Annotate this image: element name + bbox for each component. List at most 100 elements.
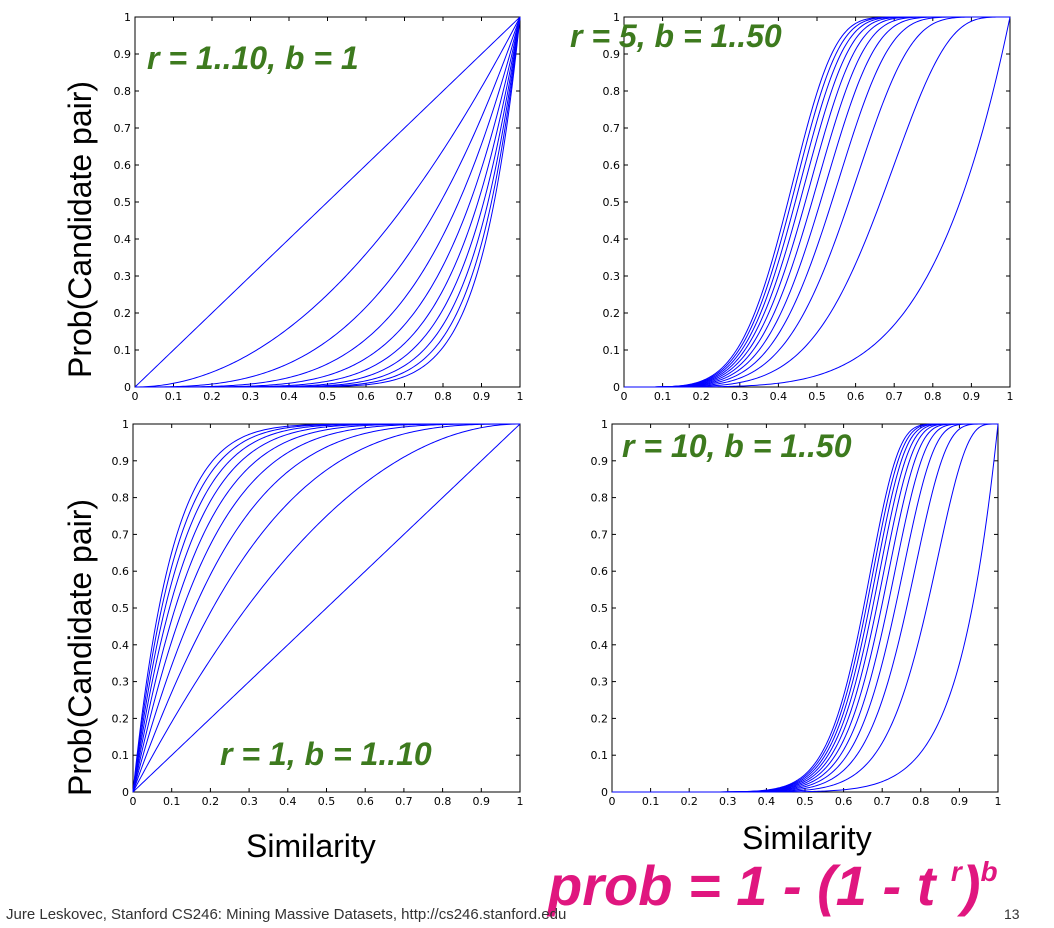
y-tick-label: 0.2 [591, 712, 609, 725]
y-tick-label: 0.5 [603, 196, 621, 209]
y-tick-label: 0.3 [603, 270, 621, 283]
x-tick-label: 0.2 [203, 390, 221, 403]
y-tick-label: 0.4 [114, 233, 132, 246]
series-line-9 [612, 423, 998, 793]
x-tick-label: 1 [517, 390, 524, 403]
x-tick-label: 0.6 [847, 390, 865, 403]
y-tick-label: 0.3 [114, 270, 132, 283]
x-tick-label: 0.3 [240, 795, 258, 808]
x-tick-label: 0.4 [770, 390, 788, 403]
formula: prob = 1 - (1 - t r)b [548, 858, 998, 914]
x-tick-label: 0 [609, 795, 616, 808]
x-tick-label: 0.2 [680, 795, 698, 808]
series-line-1 [132, 423, 521, 793]
x-tick-label: 0.5 [808, 390, 826, 403]
series-line-9 [132, 423, 520, 793]
y-tick-label: 0 [124, 381, 131, 394]
formula-close: ) [961, 854, 981, 917]
series-line-0 [612, 423, 999, 793]
x-tick-label: 0.4 [279, 795, 297, 808]
x-tick-label: 0.5 [319, 390, 337, 403]
x-axis-label-right: Similarity [742, 820, 872, 856]
y-tick-label: 0 [613, 381, 620, 394]
y-tick-label: 0.7 [114, 122, 132, 135]
x-tick-label: 0.8 [912, 795, 930, 808]
y-tick-label: 0.5 [591, 602, 609, 615]
series-line-10 [624, 16, 1010, 388]
x-tick-label: 0.3 [719, 795, 737, 808]
y-tick-label: 0.4 [603, 233, 621, 246]
y-tick-label: 0.1 [603, 344, 621, 357]
y-tick-label: 0.9 [114, 48, 132, 61]
y-tick-label: 0.3 [112, 676, 130, 689]
x-tick-label: 0.3 [242, 390, 260, 403]
x-tick-label: 0.2 [202, 795, 220, 808]
y-tick-label: 1 [124, 11, 131, 24]
y-tick-label: 0.5 [114, 196, 132, 209]
y-tick-label: 0.5 [112, 602, 130, 615]
series-line-5 [612, 423, 998, 793]
annotation-top-right: r = 5, b = 1..50 [570, 18, 782, 54]
x-tick-label: 1 [1007, 390, 1014, 403]
y-tick-label: 0 [122, 786, 129, 799]
annotation-bottom-right: r = 10, b = 1..50 [622, 428, 852, 464]
series-line-8 [612, 423, 998, 793]
x-tick-label: 0.8 [434, 390, 452, 403]
y-tick-label: 0.1 [112, 749, 130, 762]
slide-footer: Jure Leskovec, Stanford CS246: Mining Ma… [6, 906, 567, 923]
annotation-bottom-left: r = 1, b = 1..10 [220, 736, 432, 772]
y-tick-label: 1 [601, 418, 608, 431]
series-line-1 [612, 423, 998, 793]
series-line-10 [612, 423, 998, 793]
x-axis-label-left: Similarity [246, 828, 376, 864]
x-tick-label: 0.6 [356, 795, 374, 808]
x-tick-label: 0.9 [473, 795, 491, 808]
series-line-4 [612, 423, 998, 793]
y-tick-label: 1 [613, 11, 620, 24]
formula-main: prob = 1 - (1 - t [548, 854, 951, 917]
x-tick-label: 0.1 [163, 795, 181, 808]
y-tick-label: 0.7 [591, 528, 609, 541]
x-tick-label: 1 [995, 795, 1002, 808]
x-tick-label: 0.7 [396, 390, 414, 403]
y-tick-label: 0.2 [112, 712, 130, 725]
plot-frame [611, 423, 999, 793]
y-tick-label: 0.7 [112, 528, 130, 541]
x-tick-label: 0.5 [796, 795, 814, 808]
y-tick-label: 0.8 [112, 492, 130, 505]
x-tick-label: 0.4 [758, 795, 776, 808]
series-line-9 [135, 16, 521, 388]
x-tick-label: 0.6 [835, 795, 853, 808]
y-axis-label-bottom: Prob(Candidate pair) [62, 498, 98, 796]
y-tick-label: 0.4 [112, 639, 130, 652]
formula-exponent-b: b [980, 856, 998, 887]
series-line-0 [134, 16, 521, 388]
y-tick-label: 0 [601, 786, 608, 799]
x-tick-label: 0.3 [731, 390, 749, 403]
x-tick-label: 0.1 [654, 390, 672, 403]
y-tick-label: 0.9 [112, 455, 130, 468]
series-line-3 [612, 423, 998, 793]
y-tick-label: 0.3 [591, 676, 609, 689]
series-line-6 [612, 423, 998, 793]
series-line-2 [135, 16, 521, 388]
series-line-1 [134, 16, 521, 388]
x-tick-label: 0.7 [395, 795, 413, 808]
x-tick-label: 1 [517, 795, 524, 808]
y-tick-label: 0.9 [603, 48, 621, 61]
y-tick-label: 0.1 [114, 344, 132, 357]
x-tick-label: 0.1 [642, 795, 660, 808]
series-line-2 [612, 423, 998, 793]
annotation-top-left: r = 1..10, b = 1 [147, 40, 359, 76]
y-tick-label: 0.8 [114, 85, 132, 98]
y-tick-label: 0.1 [591, 749, 609, 762]
y-tick-label: 0.6 [591, 565, 609, 578]
x-tick-label: 0.8 [924, 390, 942, 403]
x-tick-label: 0.5 [318, 795, 336, 808]
x-tick-label: 0.6 [357, 390, 375, 403]
x-tick-label: 0.1 [165, 390, 183, 403]
x-tick-label: 0.2 [692, 390, 710, 403]
